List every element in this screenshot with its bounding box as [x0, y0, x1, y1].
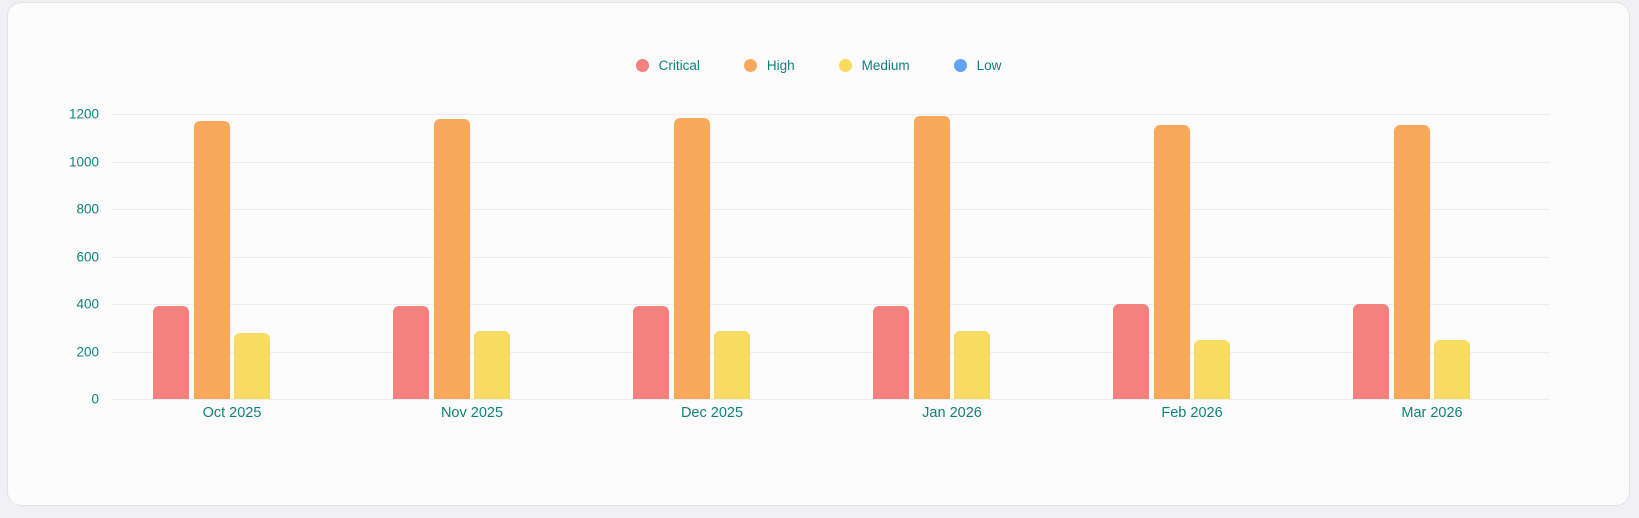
- plot-area: [111, 114, 1550, 400]
- bar-critical-dec-2025[interactable]: [633, 305, 670, 399]
- bar-high-jan-2026[interactable]: [913, 116, 950, 399]
- x-tick-label: Feb 2026: [1161, 405, 1223, 421]
- gridline: [111, 209, 1550, 210]
- bar-high-feb-2026[interactable]: [1153, 124, 1190, 399]
- chart-card: Critical High Medium Low 0 200 400 600 800 1000 1…: [7, 2, 1630, 506]
- y-tick-label: 1000: [68, 154, 99, 169]
- gridline: [111, 256, 1550, 258]
- bar-medium-oct-2025[interactable]: [234, 332, 271, 399]
- legend-item-high[interactable]: High: [743, 57, 795, 73]
- bar-critical-oct-2025[interactable]: [153, 306, 190, 399]
- legend-item-critical[interactable]: Critical: [635, 57, 700, 73]
- legend-item-medium[interactable]: Medium: [838, 57, 910, 73]
- bar-high-mar-2026[interactable]: [1393, 125, 1430, 399]
- bar-medium-dec-2025[interactable]: [714, 330, 751, 399]
- gridline: [111, 161, 1550, 163]
- legend-label: Critical: [658, 57, 700, 73]
- y-tick-label: 800: [76, 201, 99, 217]
- y-tick-label: 400: [76, 296, 99, 312]
- y-tick-label: 0: [91, 391, 99, 407]
- bar-critical-feb-2026[interactable]: [1113, 304, 1150, 399]
- gridline: [111, 351, 1550, 353]
- x-tick-label: Oct 2025: [202, 405, 262, 421]
- x-tick-label: Nov 2025: [440, 405, 504, 421]
- gridline: [111, 114, 1550, 115]
- y-tick-label: 600: [76, 249, 99, 264]
- bar-critical-jan-2026[interactable]: [873, 305, 910, 399]
- bar-critical-nov-2025[interactable]: [393, 306, 430, 399]
- legend-dot-icon: [838, 58, 852, 72]
- legend-dot-icon: [743, 58, 757, 72]
- bar-medium-jan-2026[interactable]: [954, 330, 991, 399]
- legend-label: Low: [976, 57, 1002, 73]
- bar-medium-feb-2026[interactable]: [1194, 340, 1231, 399]
- legend-item-low[interactable]: Low: [953, 57, 1002, 73]
- legend-label: Medium: [861, 57, 910, 73]
- legend-dot-icon: [635, 58, 649, 72]
- legend-label: High: [766, 57, 795, 73]
- y-tick-label: 1200: [68, 106, 99, 122]
- y-axis: 0 200 400 600 800 1000 1200: [8, 107, 99, 407]
- y-tick-label: 200: [76, 344, 99, 359]
- bar-high-oct-2025[interactable]: [193, 120, 230, 399]
- x-tick-label: Jan 2026: [922, 405, 982, 421]
- bar-critical-mar-2026[interactable]: [1353, 304, 1390, 399]
- x-tick-label: Dec 2025: [680, 405, 744, 421]
- gridline: [111, 399, 1550, 400]
- bar-medium-mar-2026[interactable]: [1434, 340, 1471, 399]
- bar-high-dec-2025[interactable]: [673, 118, 710, 399]
- bar-medium-nov-2025[interactable]: [474, 330, 511, 399]
- chart-legend: Critical High Medium Low: [8, 52, 1629, 78]
- bar-high-nov-2025[interactable]: [433, 119, 470, 399]
- x-axis: Oct 2025 Nov 2025 Dec 2025 Jan 2026 Feb 2026…: [111, 405, 1550, 429]
- gridline: [111, 304, 1550, 305]
- legend-dot-icon: [953, 58, 967, 72]
- x-tick-label: Mar 2026: [1401, 405, 1463, 421]
